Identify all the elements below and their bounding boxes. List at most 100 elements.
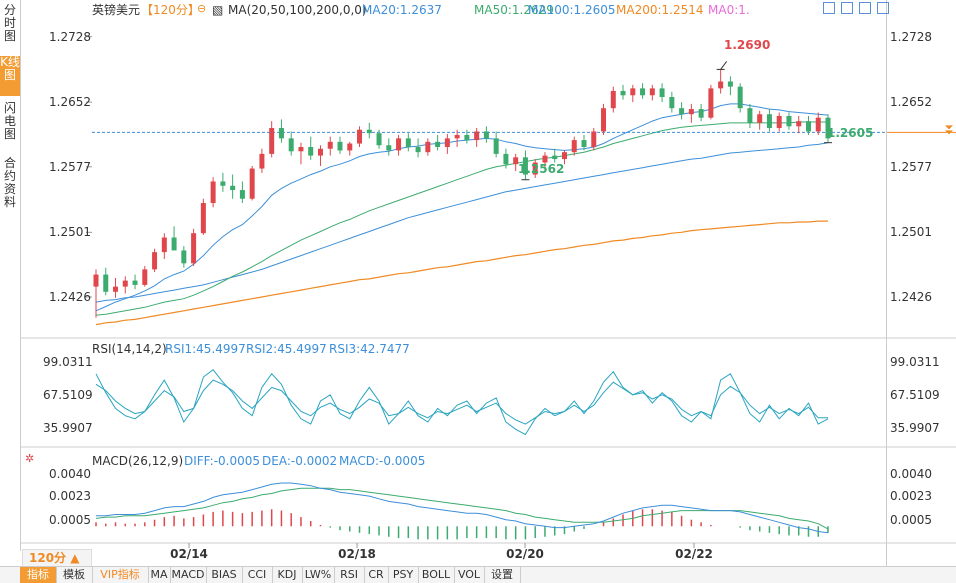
y-tick-label-right: 1.2577 <box>890 159 932 174</box>
macd-y-tick-right: 0.0040 <box>890 466 932 481</box>
macd-y-tick-right: 0.0023 <box>890 489 932 504</box>
zoom-in-icon[interactable] <box>823 2 835 14</box>
low-annotation: 1.2562 <box>518 162 565 176</box>
indicator-tab-12[interactable]: PSY <box>388 567 419 583</box>
high-marker-leader <box>720 61 728 70</box>
candle-body <box>610 90 616 109</box>
indicator-tab-15[interactable]: 设置 <box>484 567 521 583</box>
tab-flash-chart[interactable]: 闪电图 <box>3 101 16 141</box>
macd-dea-line <box>95 487 829 530</box>
candle-body <box>425 141 431 153</box>
indicator-tab-9[interactable]: LW% <box>302 567 335 583</box>
candle-body <box>805 121 811 132</box>
y-tick-label-right: 1.2501 <box>890 225 932 240</box>
period-badge: 【120分】 <box>141 3 200 17</box>
candle-body <box>454 134 460 139</box>
move-right-icon[interactable] <box>877 2 889 14</box>
macd-diff-value: DIFF:-0.0005 <box>184 454 261 468</box>
rsi-y-tick-right: 67.5109 <box>890 388 940 403</box>
candle-body <box>357 129 363 144</box>
candle-body <box>688 109 694 115</box>
y-tick-label-right: 1.2728 <box>890 29 932 44</box>
candle-body <box>757 114 763 123</box>
candle-body <box>776 115 782 129</box>
y-tick-label-left: 1.2577 <box>49 159 91 174</box>
indicator-tab-1[interactable]: 指标 <box>20 567 57 583</box>
rsi3-value: RSI3:42.7477 <box>329 342 410 356</box>
candle-body <box>464 134 470 141</box>
tab-intraday[interactable]: 分时图 <box>3 3 16 43</box>
candle-body <box>327 141 333 149</box>
rsi2-value: RSI2:45.4997 <box>246 342 327 356</box>
tab-contract-info[interactable]: 合约资料 <box>3 156 16 209</box>
indicator-tab-4[interactable]: MA <box>148 567 171 583</box>
candle-body <box>317 148 323 156</box>
candle-body <box>191 233 197 264</box>
candle-body <box>288 138 294 152</box>
y-tick-label-right: 1.2426 <box>890 289 932 304</box>
ma-toggle-icon[interactable]: ▧ <box>212 3 224 17</box>
rsi-y-tick-right: 99.0311 <box>890 355 940 370</box>
indicator-tab-7[interactable]: CCI <box>242 567 273 583</box>
chart-canvas[interactable] <box>0 0 956 566</box>
macd-settings-icon[interactable]: ✲ <box>25 452 35 465</box>
macd-y-tick-left: 0.0023 <box>49 489 91 504</box>
indicator-tab-5[interactable]: MACD <box>170 567 207 583</box>
candle-body <box>161 237 167 253</box>
move-left-icon[interactable] <box>859 2 871 14</box>
candle-body <box>142 269 148 285</box>
rsi-y-tick-left: 35.9907 <box>43 421 93 436</box>
candle-body <box>249 168 255 199</box>
x-tick-label: 02/14 <box>170 547 208 561</box>
rsi1-value: RSI1:45.4997 <box>165 342 246 356</box>
rsi-params: RSI(14,14,2) <box>92 342 167 356</box>
candle-body <box>376 133 382 146</box>
candle-body <box>552 155 558 160</box>
indicator-tab-10[interactable]: RSI <box>334 567 365 583</box>
y-tick-label-left: 1.2426 <box>49 289 91 304</box>
indicator-tab-8[interactable]: KDJ <box>272 567 303 583</box>
candle-body <box>152 252 158 270</box>
tab-kline[interactable]: K线图 <box>0 56 20 96</box>
y-tick-label-left: 1.2652 <box>49 95 91 110</box>
x-tick-label: 02/18 <box>338 547 376 561</box>
candle-body <box>620 90 626 96</box>
symbol-name: 英镑美元 <box>92 3 141 17</box>
candle-body <box>122 280 128 287</box>
zoom-out-icon[interactable] <box>841 2 853 14</box>
candle-body <box>581 140 587 147</box>
ma0-value: MA0:1. <box>708 3 750 17</box>
indicator-tab-3[interactable]: VIP指标 <box>92 567 149 583</box>
last-annotation: 1.2605 <box>827 126 874 140</box>
candle-body <box>522 157 528 175</box>
candle-body <box>337 141 343 151</box>
price-marker-arrow <box>945 130 953 135</box>
candle-body <box>825 117 831 139</box>
candle-body <box>435 141 441 147</box>
indicator-tab-11[interactable]: CR <box>364 567 389 583</box>
candle-body <box>347 143 353 151</box>
candle-body <box>259 153 265 169</box>
macd-dea-value: DEA:-0.0002 <box>262 454 338 468</box>
candle-body <box>561 152 567 160</box>
ma200-line <box>95 220 828 326</box>
candle-body <box>132 280 138 285</box>
indicator-tab-14[interactable]: VOL <box>454 567 485 583</box>
candle-body <box>483 131 489 139</box>
period-select[interactable]: 120分 ▲ <box>22 549 92 567</box>
candle-body <box>630 88 636 96</box>
candle-body <box>278 128 284 139</box>
candle-body <box>708 88 714 118</box>
macd-y-tick-right: 0.0005 <box>890 512 932 527</box>
left-tab-bar: 分时图 K线图 闪电图 合约资料 <box>0 0 21 551</box>
candle-body <box>698 109 704 118</box>
candle-body <box>200 203 206 234</box>
candle-body <box>786 115 792 127</box>
indicator-tab-2[interactable]: 模板 <box>56 567 93 583</box>
indicator-tab-6[interactable]: BIAS <box>206 567 243 583</box>
indicator-tab-13[interactable]: BOLL <box>418 567 455 583</box>
candle-body <box>220 181 226 186</box>
candle-body <box>366 129 372 134</box>
settings-icon[interactable]: ⊖ <box>197 2 207 15</box>
candle-body <box>718 81 724 89</box>
